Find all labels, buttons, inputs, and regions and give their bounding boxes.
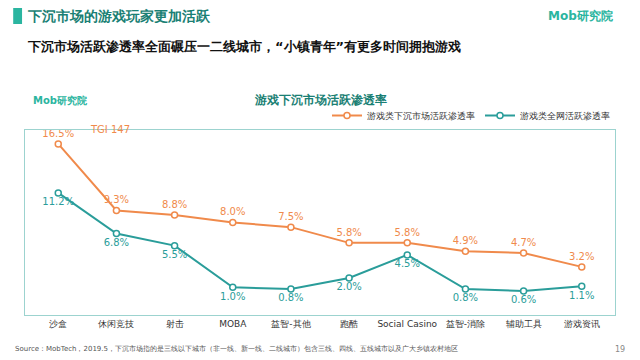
svg-text:4.5%: 4.5% (395, 258, 420, 269)
svg-text:游戏类下沉市场活跃渗透率: 游戏类下沉市场活跃渗透率 (367, 111, 475, 121)
svg-text:0.8%: 0.8% (278, 292, 303, 303)
svg-text:4.9%: 4.9% (453, 235, 478, 246)
svg-text:TGI 147: TGI 147 (90, 124, 130, 135)
svg-text:益智-其他: 益智-其他 (271, 319, 310, 329)
svg-text:Social Casino: Social Casino (377, 319, 437, 329)
svg-text:下沉市场活跃渗透率全面碾压一二线城市，“小镇青年”有更多时间: 下沉市场活跃渗透率全面碾压一二线城市，“小镇青年”有更多时间拥抱游戏 (27, 39, 461, 54)
svg-text:跑酷: 跑酷 (340, 319, 358, 329)
svg-text:游戏下沉市场活跃渗透率: 游戏下沉市场活跃渗透率 (254, 93, 387, 107)
svg-text:0.8%: 0.8% (453, 292, 478, 303)
svg-text:下沉市场的游戏玩家更加活跃: 下沉市场的游戏玩家更加活跃 (27, 8, 211, 24)
svg-text:5.5%: 5.5% (162, 249, 187, 260)
svg-text:11.2%: 11.2% (42, 196, 74, 207)
svg-text:4.7%: 4.7% (511, 237, 536, 248)
svg-text:Mob研究院: Mob研究院 (548, 9, 613, 23)
svg-text:益智-消除: 益智-消除 (446, 319, 485, 329)
svg-text:3.2%: 3.2% (569, 251, 594, 262)
svg-text:辅助工具: 辅助工具 (506, 319, 542, 329)
svg-text:MOBA: MOBA (219, 319, 247, 329)
svg-text:休闲竞技: 休闲竞技 (98, 319, 134, 329)
svg-text:16.5%: 16.5% (42, 128, 74, 139)
svg-text:沙盒: 沙盒 (49, 319, 67, 329)
svg-text:0.6%: 0.6% (511, 294, 536, 305)
svg-text:射击: 射击 (166, 319, 184, 329)
svg-text:5.8%: 5.8% (395, 227, 420, 238)
svg-text:2.0%: 2.0% (336, 281, 361, 292)
svg-text:Source：MobTech，2019.5，下沉市场指的是三: Source：MobTech，2019.5，下沉市场指的是三线以下城市（非一线、… (15, 345, 458, 353)
svg-text:6.8%: 6.8% (104, 237, 129, 248)
svg-text:5.8%: 5.8% (336, 227, 361, 238)
svg-text:1.0%: 1.0% (220, 291, 245, 302)
svg-text:游戏类全网活跃渗透率: 游戏类全网活跃渗透率 (520, 111, 610, 121)
svg-text:9.3%: 9.3% (104, 194, 129, 205)
svg-text:游戏资讯: 游戏资讯 (564, 319, 600, 329)
svg-text:8.8%: 8.8% (162, 199, 187, 210)
svg-text:1.1%: 1.1% (569, 290, 594, 301)
svg-text:Mob研究院: Mob研究院 (33, 95, 87, 106)
svg-text:8.0%: 8.0% (220, 206, 245, 217)
svg-text:7.5%: 7.5% (278, 211, 303, 222)
svg-text:19: 19 (615, 345, 625, 354)
